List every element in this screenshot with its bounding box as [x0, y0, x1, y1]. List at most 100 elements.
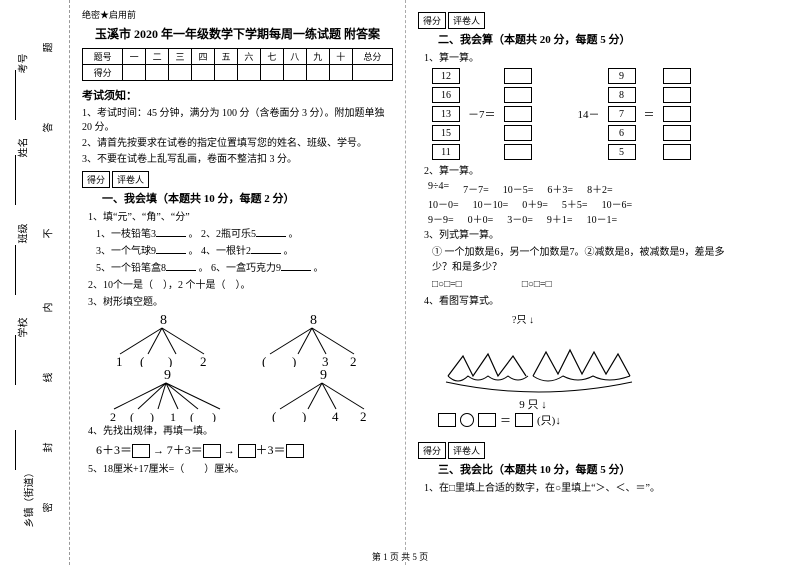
svg-text:(: ( [272, 409, 276, 422]
margin-school: 学校 [15, 318, 30, 338]
box[interactable] [238, 444, 256, 458]
margin-line [15, 70, 16, 120]
box[interactable] [203, 444, 221, 458]
section-2-title: 二、我会算（本题共 20 分，每题 5 分） [438, 31, 729, 47]
th: 一 [123, 49, 146, 65]
margin-name: 姓名 [15, 138, 30, 158]
cell[interactable] [504, 125, 532, 141]
box[interactable] [438, 413, 456, 427]
cell[interactable] [504, 87, 532, 103]
calc-row: 10－0=10－10=0＋9=5＋5=10－6= [428, 196, 729, 211]
svg-text:(: ( [140, 354, 144, 367]
marker-cell: 评卷人 [448, 12, 485, 29]
section-3-title: 三、我会比（本题共 10 分，每题 5 分） [438, 461, 729, 477]
s2-q1-figure: 12 16 13 15 11 －7＝ 14－ 9 8 7 6 5 [432, 68, 729, 160]
blank[interactable] [156, 227, 186, 237]
svg-text:8: 8 [160, 313, 167, 328]
th: 六 [237, 49, 260, 65]
svg-text:(: ( [262, 354, 266, 367]
cell[interactable] [663, 125, 691, 141]
svg-text:2: 2 [350, 354, 357, 367]
box[interactable] [478, 413, 496, 427]
cell: 12 [432, 68, 460, 84]
cell[interactable] [504, 106, 532, 122]
op: ＝ [644, 106, 655, 122]
margin-exam-no: 考号 [15, 54, 30, 74]
th: 七 [260, 49, 283, 65]
svg-text:): ) [150, 410, 154, 422]
score-cell: 得分 [418, 12, 446, 29]
secret-label: 绝密★启用前 [82, 8, 393, 21]
blank[interactable] [166, 261, 196, 271]
svg-text:3: 3 [322, 354, 329, 367]
cell: 7 [608, 106, 636, 122]
right-stack-b [663, 68, 691, 160]
box[interactable] [286, 444, 304, 458]
cell[interactable] [663, 68, 691, 84]
calc-row: 9－9=0＋0=3－0=9＋1=10－1= [428, 211, 729, 226]
q2: 2、10个一是（ ），2 个十是（ ）。 [88, 278, 393, 293]
section-1-title: 一、我会填（本题共 10 分，每题 2 分） [102, 190, 393, 206]
cell[interactable] [663, 87, 691, 103]
margin-town: 乡镇（街道） [21, 468, 36, 528]
cell[interactable] [663, 144, 691, 160]
box[interactable] [132, 444, 150, 458]
blank[interactable] [156, 244, 186, 254]
left-stack: 12 16 13 15 11 [432, 68, 460, 160]
margin-line [15, 245, 16, 295]
tree-diagram: 8 1 ( ) 2 [102, 312, 222, 367]
blank[interactable] [256, 227, 286, 237]
section-score-head: 得分 评卷人 [418, 12, 729, 29]
cell: 8 [608, 87, 636, 103]
cell: 15 [432, 125, 460, 141]
cell: 5 [608, 144, 636, 160]
margin-dot: 线 [40, 373, 55, 383]
cell: 11 [432, 144, 460, 160]
blank[interactable] [281, 261, 311, 271]
s2-q4: 4、看图写算式。 [424, 294, 729, 309]
cell: 9 [608, 68, 636, 84]
right-stack-a: 9 8 7 6 5 [608, 68, 636, 160]
table-row: 题号 一 二 三 四 五 六 七 八 九 十 总分 [83, 49, 393, 65]
arrow-icon: → [224, 445, 238, 457]
op: 14－ [578, 106, 600, 122]
svg-text:): ) [212, 410, 216, 422]
instruction-line: 3、不要在试卷上乱写乱画，卷面不整洁扣 3 分。 [82, 153, 393, 167]
eq-box: □○□=□ [522, 277, 552, 292]
cell: 13 [432, 106, 460, 122]
circle[interactable] [460, 413, 474, 427]
svg-text:2: 2 [360, 409, 367, 422]
cell[interactable] [663, 106, 691, 122]
tree-diagram: 8 ( ) 3 2 [252, 312, 372, 367]
tree-diagram: 9 2 ( ) 1 ( ) [102, 367, 232, 422]
margin-dot: 封 [40, 443, 55, 453]
marker-cell: 评卷人 [448, 442, 485, 459]
eq-box: □○□=□ [432, 277, 462, 292]
svg-text:4: 4 [332, 409, 339, 422]
box[interactable] [515, 413, 533, 427]
tree-row-1: 8 1 ( ) 2 8 ( ) 3 2 [102, 312, 393, 367]
cell[interactable] [504, 68, 532, 84]
q4: 4、先找出规律，再填一填。 [88, 424, 393, 439]
marker-cell: 评卷人 [112, 171, 149, 188]
cell[interactable] [504, 144, 532, 160]
s2-q1: 1、算一算。 [424, 51, 729, 66]
margin-dot: 答 [40, 123, 55, 133]
s2-q2: 2、算一算。 [424, 164, 729, 179]
svg-text:): ) [302, 409, 306, 422]
margin-dot: 题 [40, 43, 55, 53]
mid-stack [504, 68, 532, 160]
table-row: 得分 [83, 65, 393, 81]
th: 四 [192, 49, 215, 65]
q3: 3、树形填空题。 [88, 295, 393, 310]
blank[interactable] [251, 244, 281, 254]
tree-row-2: 9 2 ( ) 1 ( ) 9 ( ) [102, 367, 393, 422]
th: 总分 [352, 49, 392, 65]
op: －7＝ [468, 106, 496, 122]
score-table: 题号 一 二 三 四 五 六 七 八 九 十 总分 得分 [82, 48, 393, 81]
margin-class: 班级 [15, 224, 30, 244]
cell: 6 [608, 125, 636, 141]
svg-text:): ) [292, 354, 296, 367]
calc-row: 9÷4=7－7=10－5=6＋3=8＋2= [428, 181, 729, 196]
margin-dot: 密 [40, 503, 55, 513]
